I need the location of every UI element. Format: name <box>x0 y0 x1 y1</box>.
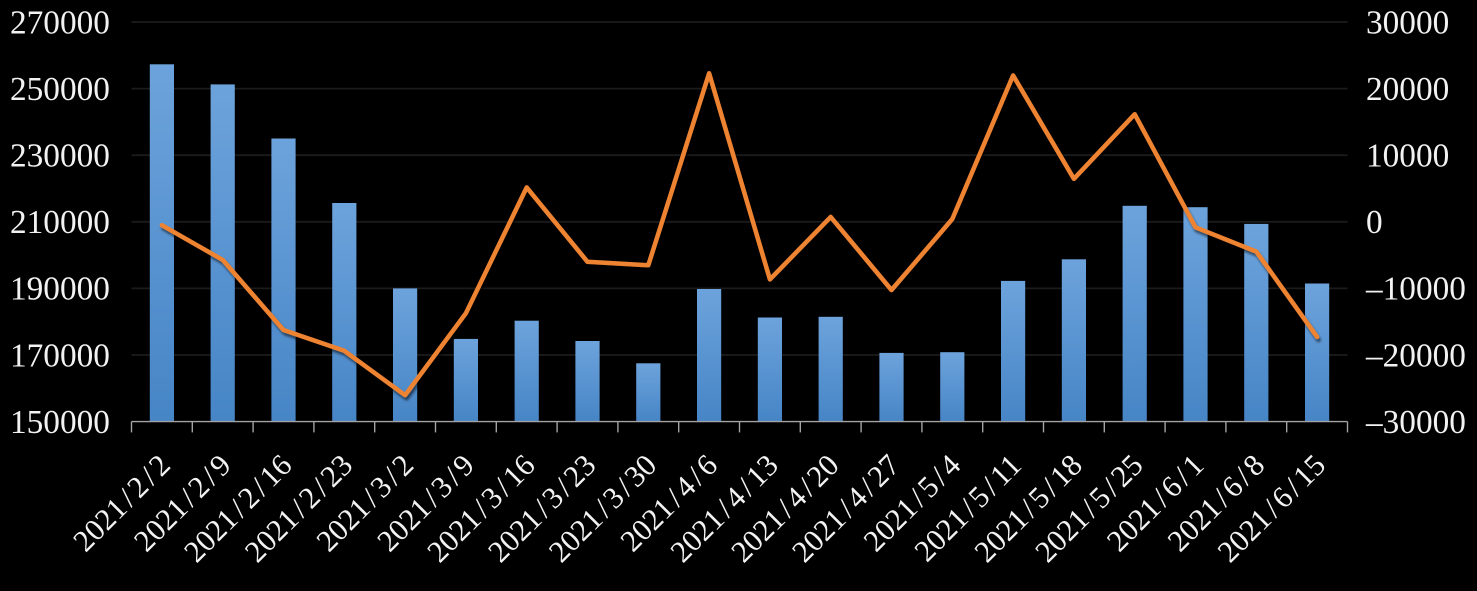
svg-text:250000: 250000 <box>10 71 110 108</box>
svg-text:150000: 150000 <box>10 404 110 441</box>
svg-text:270000: 270000 <box>10 4 110 41</box>
svg-text:–30000: –30000 <box>1365 404 1466 441</box>
svg-text:30000: 30000 <box>1366 4 1449 41</box>
svg-text:–10000: –10000 <box>1365 271 1466 308</box>
svg-text:10000: 10000 <box>1366 138 1449 175</box>
svg-text:210000: 210000 <box>10 204 110 241</box>
svg-text:190000: 190000 <box>10 271 110 308</box>
svg-text:170000: 170000 <box>10 337 110 374</box>
svg-text:230000: 230000 <box>10 138 110 175</box>
svg-text:20000: 20000 <box>1366 71 1449 108</box>
svg-text:0: 0 <box>1366 204 1383 241</box>
svg-text:–20000: –20000 <box>1365 337 1466 374</box>
